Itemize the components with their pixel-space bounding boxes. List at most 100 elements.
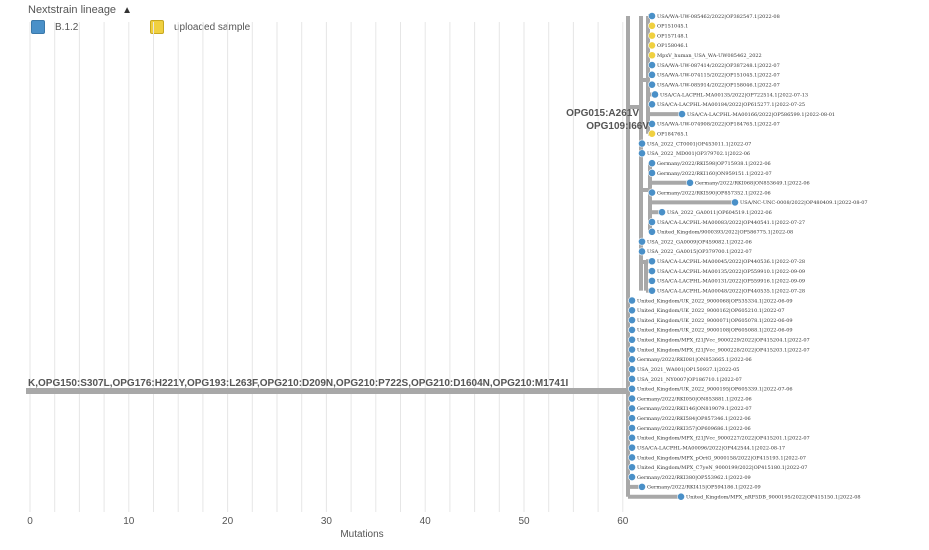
tree-tip xyxy=(648,188,656,197)
tip-label: United_Kingdom/9000393/2022|OP586775.1|2… xyxy=(657,230,793,236)
tree-tip xyxy=(628,433,636,442)
chevron-up-icon[interactable]: ▲ xyxy=(122,4,132,16)
tree-tip xyxy=(648,120,656,128)
tree-tip xyxy=(648,51,656,60)
tip-label: United_Kingdom/UK_2022_9000071|OP605078.… xyxy=(637,318,793,324)
legend-item-label: uploaded sample xyxy=(174,21,251,33)
tree-tip xyxy=(628,335,636,344)
tree-tip xyxy=(628,473,636,481)
x-tick-label: 20 xyxy=(222,516,234,527)
tree-tip xyxy=(648,276,656,285)
tip-label: Germany/2022/RKI584|OP857346.1|2022-06 xyxy=(637,416,751,422)
tree-tip xyxy=(628,404,636,413)
legend-title: Nextstrain lineage xyxy=(28,4,117,16)
tip-label: USA/CA-LACPHL-MA00135/2022|OP722514.1|20… xyxy=(660,92,808,98)
tip-label: MpxV_human_USA_WA-UW085462_2022 xyxy=(657,53,762,59)
tree-tip xyxy=(648,100,656,109)
tip-label: Germany/2022/RKI415|OP594186.1|2022-09 xyxy=(647,485,761,491)
legend-header[interactable]: Nextstrain lineage ▲ xyxy=(28,2,132,18)
tip-label: OP184765.1 xyxy=(657,132,688,138)
tip-label: Germany/2022/RKI050|ON853881.1|2022-06 xyxy=(637,396,752,402)
tree-tip xyxy=(628,296,636,305)
tree-tip xyxy=(628,306,636,315)
tree-tips: USA/WA-UW-085462/2022|OP382547.1|2022-08… xyxy=(628,12,868,501)
x-tick-label: 40 xyxy=(420,516,432,527)
tree-tip xyxy=(648,169,656,177)
color-legend: Nextstrain lineage ▲ B.1.2 uploaded samp… xyxy=(28,2,328,42)
tree-tip xyxy=(648,61,656,69)
x-tick-label: 0 xyxy=(27,516,33,527)
tree-tip xyxy=(628,384,636,393)
tip-label: USA/WA-UW-074908/2022|OP184765.1|2022-07 xyxy=(657,122,780,128)
tip-label: USA_2022_GA0009|OP459082.1|2022-06 xyxy=(647,239,752,245)
tree-tip xyxy=(628,365,636,374)
tip-label: USA_2022_CT0001|OP453011.1|2022-07 xyxy=(647,141,751,147)
tree-tip xyxy=(731,198,739,207)
tip-label: United_Kingdom/MPX_pOrtG_9000158/2022|OP… xyxy=(637,455,806,461)
tip-label: Germany/2022/RKI590|OP857352.1|2022-06 xyxy=(657,190,771,196)
tree-tip xyxy=(628,345,636,354)
x-tick-label: 50 xyxy=(518,516,530,527)
tree-tip xyxy=(648,41,656,50)
tree-tip xyxy=(648,80,656,89)
legend-item-label: B.1.2 xyxy=(55,21,79,33)
tree-tip xyxy=(648,159,656,168)
tip-label: OP157148.1 xyxy=(657,33,688,39)
tip-label: USA/WA-UW-085914/2022|OP158046.1|2022-07 xyxy=(657,82,780,88)
tip-label: United_Kingdom/UK_2022_9000162|OP605210.… xyxy=(637,308,785,314)
tip-label: USA/WA-UW-074115/2022|OP151045.1|2022-07 xyxy=(657,73,780,79)
tree-tip xyxy=(628,443,636,452)
x-tick-label: 10 xyxy=(123,516,135,527)
tree-tip xyxy=(651,90,659,99)
tree-tip xyxy=(686,178,694,187)
tip-label: USA/CA-LACPHL-MA00083/2022|OP440541.1|20… xyxy=(657,220,805,226)
tip-label: USA/CA-LACPHL-MA00131/2022|OP559916.1|20… xyxy=(657,279,805,285)
tree-tip xyxy=(648,21,656,30)
tree-tip xyxy=(628,375,636,383)
tip-label: USA/CA-LACPHL-MA00048/2022|OP440535.1|20… xyxy=(657,288,805,294)
tip-label: USA/CA-LACPHL-MA00166/2022|OP586599.1|20… xyxy=(687,112,835,118)
tip-label: USA/CA-LACPHL-MA00135/2022|OP559910.1|20… xyxy=(657,269,805,275)
tip-label: United_Kingdom/MPX_f21JVcc_9000227/2022|… xyxy=(637,436,810,442)
tree-tip xyxy=(638,237,646,246)
tree-tip xyxy=(648,70,656,79)
tree-tip xyxy=(677,492,685,501)
tip-label: USA/WA-UW-087414/2022|OP387248.1|2022-07 xyxy=(657,63,780,69)
tree-tip xyxy=(648,257,656,266)
tip-label: USA_2021_NY0007|OP186710.1|2022-07 xyxy=(637,377,742,383)
tip-label: United_Kingdom/MPX_nRF5DB_9000195/2022|O… xyxy=(686,494,861,500)
tip-label: United_Kingdom/UK_2022_9000108|OP605088.… xyxy=(637,328,793,334)
tree-tip xyxy=(648,218,656,226)
tip-label: USA/CA-LACPHL-MA00045/2022|OP440536.1|20… xyxy=(657,259,805,265)
x-axis: Mutations 0 10 20 30 40 50 60 xyxy=(27,516,629,540)
root-branch-label: K,OPG150:S307L,OPG176:H221Y,OPG193:L263F… xyxy=(28,378,569,389)
x-tick-label: 30 xyxy=(321,516,333,527)
tip-label: United_Kingdom/MPX_f21JVcc_9000228/2022|… xyxy=(637,347,810,353)
tree-tip xyxy=(658,208,666,217)
tree-tip xyxy=(638,139,646,148)
branch-label-opg015: OPG015:A261V xyxy=(566,108,639,119)
tree-tip xyxy=(648,286,656,295)
tip-label: Germany/2022/RKI081|ON853665.1|2022-06 xyxy=(637,357,752,363)
tip-label: USA/CA-LACPHL-MA00184/2022|OP615277.1|20… xyxy=(657,102,805,108)
tip-label: United_Kingdom/UK_2022_9000068|OP535334.… xyxy=(637,298,793,304)
tip-label: Germany/2022/RKI380|OP553962.1|2022-09 xyxy=(637,475,751,481)
tree-tip xyxy=(628,355,636,364)
grid-lines xyxy=(29,22,624,512)
tree-tip xyxy=(638,149,646,158)
tree-tip xyxy=(628,453,636,462)
tree-tip xyxy=(628,316,636,325)
x-tick-label: 60 xyxy=(617,516,629,527)
tree-tip xyxy=(628,463,636,472)
tree-tip xyxy=(648,267,656,275)
tree-tip xyxy=(648,227,656,236)
tree-tip xyxy=(628,414,636,423)
tip-label: OP151045.1 xyxy=(657,24,688,30)
branch-label-opg109: OPG109:I66V xyxy=(586,121,649,132)
legend-item-b-1-2[interactable]: B.1.2 xyxy=(31,20,78,34)
x-axis-title: Mutations xyxy=(340,529,383,540)
tip-label: USA/WA-UW-085462/2022|OP382547.1|2022-08 xyxy=(657,14,780,20)
tip-label: OP158046.1 xyxy=(657,43,688,49)
tree-tip xyxy=(648,129,656,138)
